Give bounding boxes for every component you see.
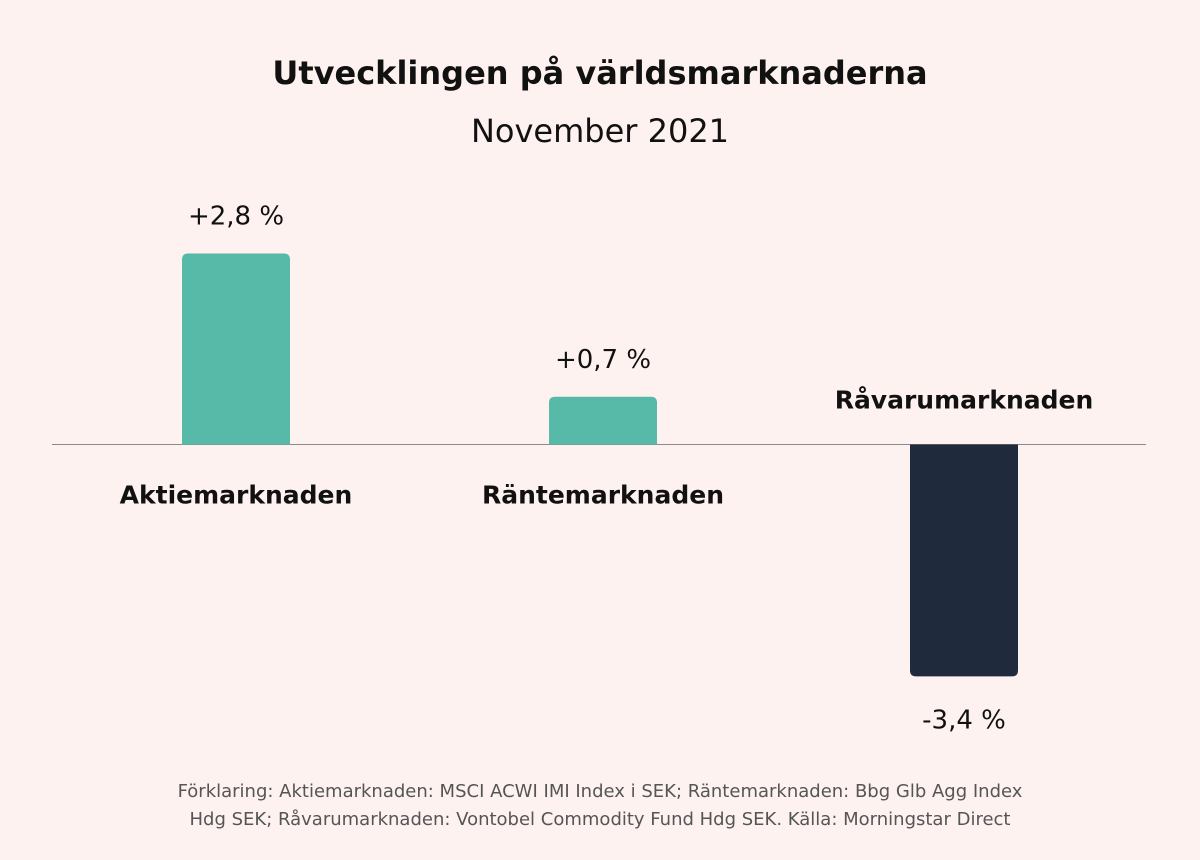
bar-ravarumarknaden bbox=[910, 444, 1018, 677]
category-label-ravarumarknaden: Råvarumarknaden bbox=[835, 386, 1094, 415]
bar-rantemarknaden bbox=[549, 396, 657, 445]
footnote-line-2: Hdg SEK; Råvarumarknaden: Vontobel Commo… bbox=[189, 809, 1011, 830]
category-label-aktiemarknaden: Aktiemarknaden bbox=[120, 481, 353, 510]
footnote: Förklaring: Aktiemarknaden: MSCI ACWI IM… bbox=[100, 778, 1100, 834]
chart-title: Utvecklingen på världsmarknaderna bbox=[272, 54, 928, 92]
category-label-rantemarknaden: Räntemarknaden bbox=[482, 481, 724, 510]
value-label-aktiemarknaden: +2,8 % bbox=[188, 202, 284, 232]
footnote-line-1: Förklaring: Aktiemarknaden: MSCI ACWI IM… bbox=[177, 781, 1023, 802]
value-label-ravarumarknaden: -3,4 % bbox=[922, 705, 1006, 735]
chart-subtitle: November 2021 bbox=[470, 112, 730, 150]
value-label-rantemarknaden: +0,7 % bbox=[555, 345, 651, 375]
bar-aktiemarknaden bbox=[182, 253, 290, 445]
